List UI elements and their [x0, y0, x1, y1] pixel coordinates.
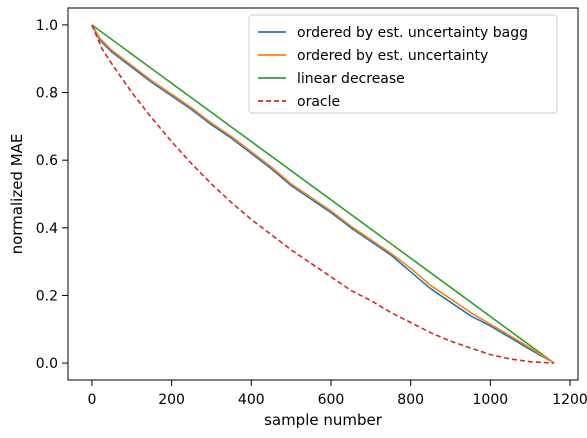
- y-tick-label: 0.2: [36, 288, 58, 304]
- series-layer: [91, 24, 555, 364]
- series-line-0: [91, 24, 555, 364]
- x-tick-label: 200: [158, 392, 185, 408]
- x-tick-label: 400: [238, 392, 265, 408]
- y-tick-label: 0.4: [36, 221, 58, 237]
- x-axis-ticks: 0 200 400 600 800 1000 1200: [87, 380, 587, 408]
- legend-label-3: oracle: [297, 94, 340, 110]
- y-tick-label: 0.6: [36, 153, 58, 169]
- x-axis-label: sample number: [264, 411, 383, 429]
- y-tick-label: 1.0: [36, 18, 58, 34]
- legend-label-2: linear decrease: [297, 71, 405, 87]
- legend-box: [248, 14, 558, 114]
- x-tick-label: 600: [318, 392, 345, 408]
- x-tick-label: 1200: [552, 392, 587, 408]
- legend: ordered by est. uncertainty bagg ordered …: [248, 14, 558, 114]
- y-axis-ticks: 0.0 0.2 0.4 0.6 0.8 1.0: [36, 18, 68, 372]
- legend-label-0: ordered by est. uncertainty bagg: [297, 25, 528, 41]
- series-line-1: [91, 24, 555, 364]
- series-line-3: [91, 24, 555, 364]
- y-tick-label: 0.0: [36, 356, 58, 372]
- legend-label-1: ordered by est. uncertainty: [297, 48, 488, 64]
- x-tick-label: 1000: [473, 392, 509, 408]
- series-line-2: [91, 24, 555, 364]
- x-tick-label: 800: [397, 392, 424, 408]
- y-tick-label: 0.8: [36, 86, 58, 102]
- y-axis-label: normalized MAE: [8, 134, 26, 255]
- x-tick-label: 0: [87, 392, 96, 408]
